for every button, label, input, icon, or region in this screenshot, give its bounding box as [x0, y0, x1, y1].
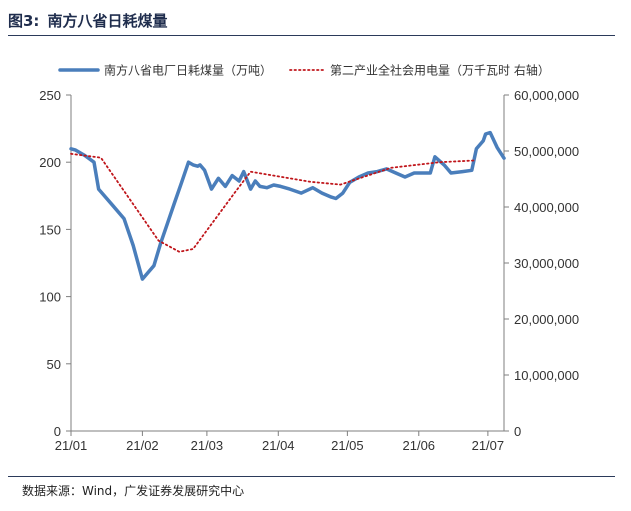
figure-number: 图3: [8, 12, 40, 30]
legend-label-1: 南方八省电厂日耗煤量（万吨） [104, 63, 272, 78]
x-tick-label: 21/01 [55, 438, 88, 453]
series-layer [69, 130, 506, 281]
figure-title-text: 南方八省日耗煤量 [47, 12, 168, 30]
legend-label-2: 第二产业全社会用电量（万千瓦时 右轴） [330, 63, 550, 78]
right-tick-label: 40,000,000 [514, 200, 579, 215]
left-tick-label: 150 [39, 222, 61, 237]
right-tick-label: 10,000,000 [514, 368, 579, 383]
x-tick-label: 21/05 [331, 438, 364, 453]
source-rule [8, 476, 615, 477]
left-tick-label: 50 [47, 357, 61, 372]
x-tick-label: 21/07 [472, 438, 505, 453]
right-tick-label: 50,000,000 [514, 144, 579, 159]
right-tick-label: 60,000,000 [514, 88, 579, 103]
x-tick-label: 21/04 [262, 438, 295, 453]
left-tick-label: 0 [54, 424, 61, 439]
x-tick-label: 21/03 [191, 438, 224, 453]
title-rule [8, 35, 615, 36]
x-tick-label: 21/06 [403, 438, 436, 453]
x-tick-label: 21/02 [126, 438, 159, 453]
right-tick-label: 20,000,000 [514, 312, 579, 327]
left-tick-label: 250 [39, 88, 61, 103]
right-tick-label: 0 [514, 424, 521, 439]
left-tick-label: 100 [39, 290, 61, 305]
axes: 0 50 100 150 200 250 0 10,000,000 20,000,000 30,0… [39, 88, 579, 453]
series-line-2 [70, 152, 476, 253]
legend: 南方八省电厂日耗煤量（万吨） 第二产业全社会用电量（万千瓦时 右轴） [58, 63, 550, 78]
series-line-1 [69, 130, 506, 281]
left-tick-label: 200 [39, 155, 61, 170]
figure-title: 图3: 南方八省日耗煤量 [8, 8, 167, 34]
right-tick-label: 30,000,000 [514, 256, 579, 271]
source-note: 数据来源：Wind，广发证券发展研究中心 [22, 484, 245, 498]
